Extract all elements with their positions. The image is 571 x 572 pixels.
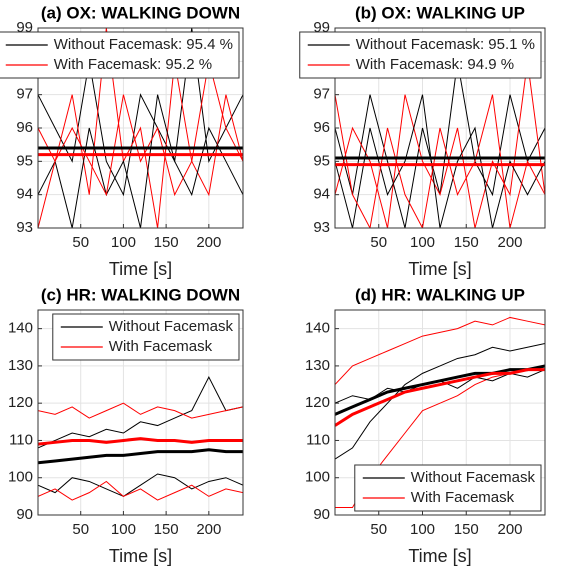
y-tick-label: 94 bbox=[313, 186, 330, 203]
y-tick-label: 96 bbox=[313, 119, 330, 136]
x-tick-label: 200 bbox=[196, 234, 221, 251]
series-line bbox=[335, 94, 545, 228]
x-tick-label: 50 bbox=[72, 234, 89, 251]
y-tick-label: 130 bbox=[8, 357, 33, 374]
x-tick-label: 150 bbox=[454, 234, 479, 251]
panel: 9394959697989950100150200(a) OX: WALKING… bbox=[0, 3, 244, 279]
series-line bbox=[38, 375, 243, 449]
chart-title: (d) HR: WALKING UP bbox=[355, 285, 525, 304]
x-tick-label: 100 bbox=[410, 521, 435, 538]
series-line bbox=[38, 28, 243, 197]
y-tick-label: 90 bbox=[313, 506, 330, 523]
y-tick-label: 90 bbox=[16, 506, 33, 523]
x-tick-label: 100 bbox=[410, 234, 435, 251]
x-tick-label: 50 bbox=[370, 521, 387, 538]
axes-box bbox=[334, 309, 546, 516]
x-tick-label: 150 bbox=[154, 234, 179, 251]
chart-title: (c) HR: WALKING DOWN bbox=[41, 285, 240, 304]
y-tick-label: 95 bbox=[313, 152, 330, 169]
series-line bbox=[38, 448, 243, 465]
series-line bbox=[335, 61, 545, 228]
legend-label: With Facemask bbox=[109, 338, 213, 355]
x-axis-label: Time [s] bbox=[408, 259, 471, 279]
series-line bbox=[38, 402, 243, 419]
y-tick-label: 140 bbox=[8, 320, 33, 337]
x-tick-label: 150 bbox=[454, 521, 479, 538]
axes-box bbox=[37, 27, 244, 229]
x-tick-label: 200 bbox=[497, 521, 522, 538]
lines bbox=[38, 375, 243, 501]
panel: 90 100 110 120 130 140 50 100 150 200 (c) HR: WALK… bbox=[8, 285, 244, 566]
series-line bbox=[38, 480, 243, 501]
legend-label: With Facemask: 94.9 % bbox=[356, 56, 514, 73]
legend-label: With Facemask: 95.2 % bbox=[54, 56, 212, 73]
x-axis-label: Time [s] bbox=[408, 546, 471, 566]
series-line bbox=[335, 343, 545, 460]
series-line bbox=[38, 473, 243, 497]
y-tick-label: 140 bbox=[305, 320, 330, 337]
legend-box bbox=[354, 464, 542, 512]
chart-title: (a) OX: WALKING DOWN bbox=[41, 3, 240, 22]
y-tick-label: 110 bbox=[306, 431, 330, 448]
y-tick-label: 100 bbox=[305, 469, 330, 486]
legend: Without Facemask With Facemask bbox=[52, 313, 240, 361]
x-tick-label: 100 bbox=[111, 521, 136, 538]
x-axis-label: Time [s] bbox=[109, 259, 172, 279]
y-tick-label: 95 bbox=[16, 152, 33, 169]
lines bbox=[335, 316, 545, 509]
series-line bbox=[335, 94, 545, 228]
panel: 9394959697989950100150200(b) OX: WALKING… bbox=[299, 3, 546, 279]
series-line bbox=[38, 28, 243, 228]
y-tick-label: 93 bbox=[16, 219, 33, 236]
y-tick-label: 96 bbox=[16, 119, 33, 136]
panel: 90 100 110 120 130 140 50 100 150 200 (d) HR: WALK… bbox=[305, 285, 546, 566]
y-tick-label: 130 bbox=[305, 357, 330, 374]
y-tick-label: 120 bbox=[8, 394, 33, 411]
axes-box bbox=[334, 27, 546, 229]
legend: Without Facemask: 95.1 % With Facemask: 9… bbox=[299, 31, 542, 79]
y-tick-label: 100 bbox=[8, 469, 33, 486]
legend-box bbox=[299, 31, 542, 79]
x-tick-label: 50 bbox=[370, 234, 387, 251]
legend-label: With Facemask bbox=[411, 489, 515, 506]
lines bbox=[38, 28, 243, 228]
x-tick-label: 50 bbox=[72, 521, 89, 538]
y-tick-label: 97 bbox=[16, 86, 33, 103]
series-line bbox=[335, 364, 545, 416]
series-line bbox=[335, 316, 545, 385]
lines bbox=[335, 61, 545, 228]
y-tick-label: 120 bbox=[305, 394, 330, 411]
legend-label: Without Facemask bbox=[109, 318, 234, 335]
chart-title: (b) OX: WALKING UP bbox=[355, 3, 525, 22]
legend-label: Without Facemask bbox=[411, 469, 536, 486]
axes-box bbox=[37, 309, 244, 516]
legend-box bbox=[52, 313, 240, 361]
x-tick-label: 200 bbox=[196, 521, 221, 538]
y-tick-label: 93 bbox=[313, 219, 330, 236]
legend: Without Facemask With Facemask bbox=[354, 464, 542, 512]
series-line bbox=[38, 94, 243, 228]
legend-label: Without Facemask: 95.1 % bbox=[356, 36, 535, 53]
y-tick-label: 97 bbox=[313, 86, 330, 103]
x-tick-label: 200 bbox=[497, 234, 522, 251]
legend-label: Without Facemask: 95.4 % bbox=[54, 36, 233, 53]
series-line bbox=[335, 368, 545, 427]
series-line bbox=[38, 437, 243, 446]
legend-box bbox=[0, 31, 240, 79]
y-tick-label: 110 bbox=[9, 431, 33, 448]
x-tick-label: 150 bbox=[154, 521, 179, 538]
x-tick-label: 100 bbox=[111, 234, 136, 251]
legend: Without Facemask: 95.4 % With Facemask: 9… bbox=[0, 31, 240, 79]
y-tick-label: 94 bbox=[16, 186, 33, 203]
x-axis-label: Time [s] bbox=[109, 546, 172, 566]
